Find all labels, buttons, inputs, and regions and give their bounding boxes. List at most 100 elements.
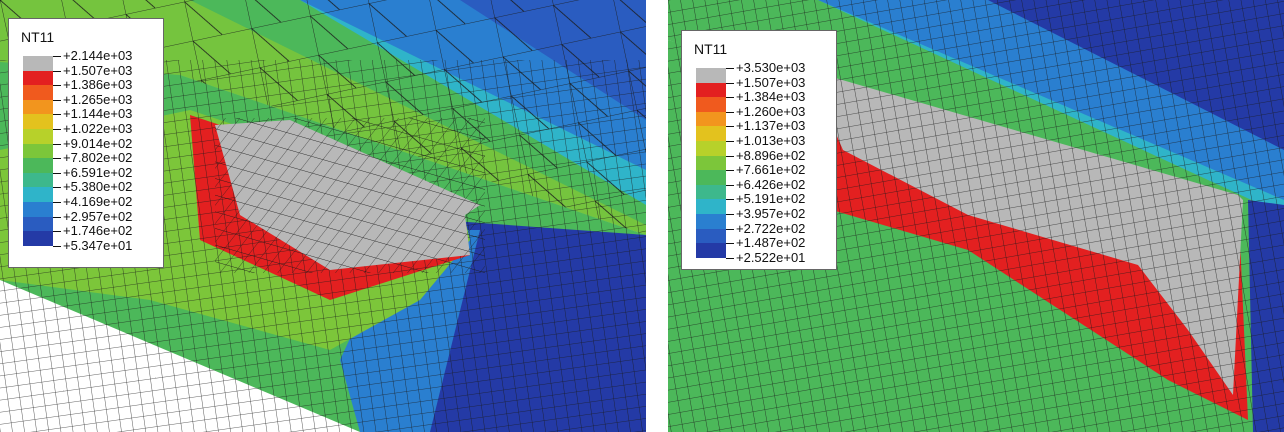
legend-tick: [726, 213, 734, 215]
legend-swatch: [696, 140, 726, 156]
legend-swatch: [23, 143, 53, 159]
legend-value: +1.507e+03: [736, 74, 806, 90]
legend-value: +1.507e+03: [63, 62, 133, 78]
legend-tick: [53, 85, 61, 87]
legend-value: +7.661e+02: [736, 162, 806, 178]
legend-entry: +1.386e+03: [17, 77, 155, 100]
legend-value: +1.260e+03: [736, 103, 806, 119]
legend-swatch: [696, 111, 726, 127]
legend-tick: [726, 199, 734, 201]
legend-entry: +1.746e+02: [17, 223, 155, 246]
legend-value: +1.265e+03: [63, 91, 133, 107]
legend-swatch: [23, 114, 53, 129]
legend-entry: +2.722e+02: [690, 220, 828, 244]
legend-entry: +1.487e+02: [690, 235, 828, 258]
legend-entry: +6.591e+02: [17, 164, 155, 188]
legend-value: +2.522e+01: [736, 249, 806, 265]
legend-entry: +1.265e+03: [17, 91, 155, 115]
legend-tick: [53, 216, 61, 218]
legend-entry: +2.144e+03: [17, 48, 155, 71]
legend-title: NT11: [694, 41, 728, 57]
legend-swatch: [696, 155, 726, 171]
legend-tick: [726, 111, 734, 113]
legend-swatch: [696, 243, 726, 258]
legend-value: +2.722e+02: [736, 220, 806, 236]
legend-value: +9.014e+02: [63, 135, 133, 151]
legend-tick: [53, 158, 61, 160]
legend-entry: +1.384e+03: [690, 90, 828, 112]
legend-title: NT11: [21, 29, 55, 45]
legend-entry: +5.347e+01: [17, 237, 155, 254]
legend-entry: +8.896e+02: [690, 147, 828, 171]
contour-plot-left: NT11 +2.144e+03 +1.507e+03 +1.386e+03 +1.26…: [0, 0, 646, 432]
legend-value: +3.957e+02: [736, 205, 806, 221]
legend-swatch: [23, 85, 53, 100]
legend-swatch: [696, 170, 726, 185]
legend-entry: +9.014e+02: [17, 135, 155, 159]
legend-tick: [726, 126, 734, 128]
legend-tick: [726, 184, 734, 186]
legend-value: +2.144e+03: [63, 48, 133, 63]
legend-tick: [53, 56, 61, 57]
legend-tick: [726, 257, 734, 259]
legend-swatch: [696, 184, 726, 200]
legend-tick: [53, 70, 61, 72]
legend-tick: [726, 82, 734, 84]
legend-entry: +7.661e+02: [690, 162, 828, 185]
legend-value: +7.802e+02: [63, 150, 133, 166]
legend-entry: +5.191e+02: [690, 192, 828, 214]
legend-entry: +1.013e+03: [690, 132, 828, 156]
legend-swatch: [23, 56, 53, 71]
legend-value: +1.144e+03: [63, 106, 133, 122]
legend-entry: +4.169e+02: [17, 193, 155, 217]
legend-tick: [53, 114, 61, 116]
legend-value: +6.426e+02: [736, 176, 806, 192]
legend-swatch: [696, 82, 726, 98]
legend-tick: [726, 97, 734, 99]
legend-value: +1.022e+03: [63, 120, 133, 136]
legend-entry: +5.380e+02: [17, 179, 155, 202]
legend-tick: [53, 172, 61, 174]
legend-swatch: [23, 231, 53, 246]
legend-swatch: [23, 99, 53, 115]
legend-value: +1.386e+03: [63, 77, 133, 93]
legend-swatch: [23, 187, 53, 202]
legend-tick: [726, 140, 734, 142]
legend-tick: [53, 231, 61, 233]
legend-value: +2.957e+02: [63, 208, 133, 224]
legend-swatch: [23, 128, 53, 144]
legend-value: +5.380e+02: [63, 179, 133, 195]
legend-tick: [53, 245, 61, 247]
legend-entry: +1.022e+03: [17, 120, 155, 144]
legend-tick: [726, 170, 734, 172]
legend-swatch: [23, 172, 53, 188]
legend-entry: +1.144e+03: [17, 106, 155, 129]
legend-value: +5.347e+01: [63, 237, 133, 253]
legend-swatch: [696, 213, 726, 229]
legend-value: +8.896e+02: [736, 147, 806, 163]
legend-value: +4.169e+02: [63, 193, 133, 209]
legend-entry: +2.522e+01: [690, 249, 828, 266]
contour-plot-right: NT11 +3.530e+03 +1.507e+03 +1.384e+03 +1.26…: [668, 0, 1284, 432]
legend-entry: +6.426e+02: [690, 176, 828, 200]
legend-tick: [53, 99, 61, 101]
legend-entry: +1.260e+03: [690, 103, 828, 127]
legend-tick: [53, 187, 61, 189]
legend-entry: +7.802e+02: [17, 150, 155, 173]
legend-swatch: [696, 199, 726, 214]
legend-value: +1.137e+03: [736, 118, 806, 134]
legend-value: +1.746e+02: [63, 223, 133, 239]
legend-value: +1.013e+03: [736, 132, 806, 148]
legend-entry: +3.957e+02: [690, 205, 828, 229]
legend-value: +6.591e+02: [63, 164, 133, 180]
legend-tick: [726, 228, 734, 230]
legend-entry: +1.507e+03: [690, 74, 828, 98]
color-legend-left: NT11 +2.144e+03 +1.507e+03 +1.386e+03 +1.26…: [8, 18, 164, 268]
legend-swatch: [696, 68, 726, 83]
legend-tick: [53, 201, 61, 203]
color-legend-right: NT11 +3.530e+03 +1.507e+03 +1.384e+03 +1.26…: [681, 30, 837, 270]
legend-value: +1.487e+02: [736, 235, 806, 251]
legend-swatch: [23, 158, 53, 173]
legend-swatch: [23, 201, 53, 217]
legend-swatch: [696, 126, 726, 141]
